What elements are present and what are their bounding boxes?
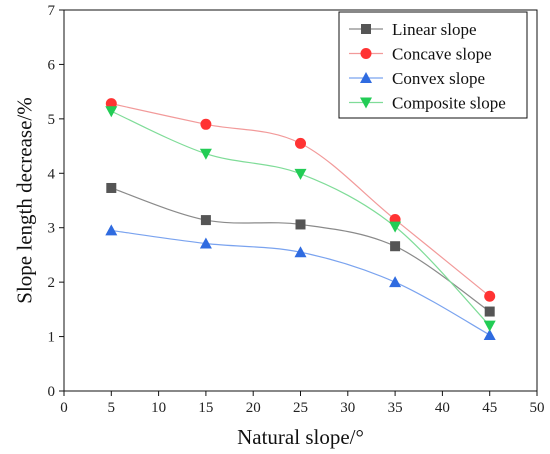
series-line-convex <box>111 229 490 336</box>
y-tick-label: 2 <box>48 275 56 291</box>
y-tick-label: 3 <box>48 221 56 237</box>
y-tick-label: 1 <box>48 330 56 346</box>
legend-marker-linear <box>361 24 371 34</box>
data-point-convex <box>389 276 402 288</box>
x-tick-label: 50 <box>530 400 545 416</box>
legend-label-linear: Linear slope <box>392 20 477 39</box>
data-point-linear <box>484 306 495 317</box>
data-point-linear <box>200 215 211 226</box>
y-axis-title: Slope length decrease/% <box>12 97 36 303</box>
data-point-composite <box>389 221 402 233</box>
legend: Linear slope Concave slope Convex slope … <box>338 11 528 119</box>
data-point-composite <box>105 106 118 118</box>
y-tick-label: 7 <box>48 3 56 19</box>
y-tick-label: 5 <box>48 112 56 128</box>
x-tick-label: 35 <box>388 400 403 416</box>
x-tick-label: 30 <box>340 400 355 416</box>
data-point-composite <box>483 320 496 332</box>
data-point-linear <box>106 182 117 193</box>
x-tick-label: 25 <box>293 400 308 416</box>
data-point-convex <box>199 237 212 249</box>
data-point-concave <box>200 118 212 130</box>
legend-label-convex: Convex slope <box>392 69 485 88</box>
legend-marker-composite <box>360 97 372 109</box>
x-tick-label: 20 <box>246 400 261 416</box>
data-point-composite <box>294 168 307 180</box>
data-point-concave <box>295 137 306 149</box>
legend-label-concave: Concave slope <box>392 45 492 64</box>
data-point-composite <box>199 148 212 160</box>
x-tick-label: 5 <box>108 400 116 416</box>
legend-marker-concave <box>360 48 372 59</box>
y-tick-label: 6 <box>48 57 56 73</box>
series-line-concave <box>111 103 491 297</box>
data-point-linear <box>295 219 306 230</box>
axes: Natural slope/° Slope length decrease/% … <box>12 3 544 449</box>
y-tick-label: 0 <box>48 384 56 400</box>
x-axis-title: Natural slope/° <box>237 425 364 449</box>
x-tick-label: 10 <box>151 400 166 416</box>
data-point-linear <box>390 241 401 252</box>
legend-marker-convex <box>360 72 372 83</box>
x-tick-label: 15 <box>198 400 213 416</box>
data-point-convex <box>294 246 307 258</box>
data-point-convex <box>105 224 118 236</box>
x-tick-label: 40 <box>435 400 450 416</box>
x-tick-label: 0 <box>60 400 68 416</box>
plot-area <box>105 98 496 340</box>
y-tick-label: 4 <box>48 166 56 182</box>
data-point-concave <box>484 290 496 302</box>
data-point-convex <box>483 328 496 340</box>
x-tick-label: 45 <box>482 400 497 416</box>
legend-label-composite: Composite slope <box>392 94 506 113</box>
